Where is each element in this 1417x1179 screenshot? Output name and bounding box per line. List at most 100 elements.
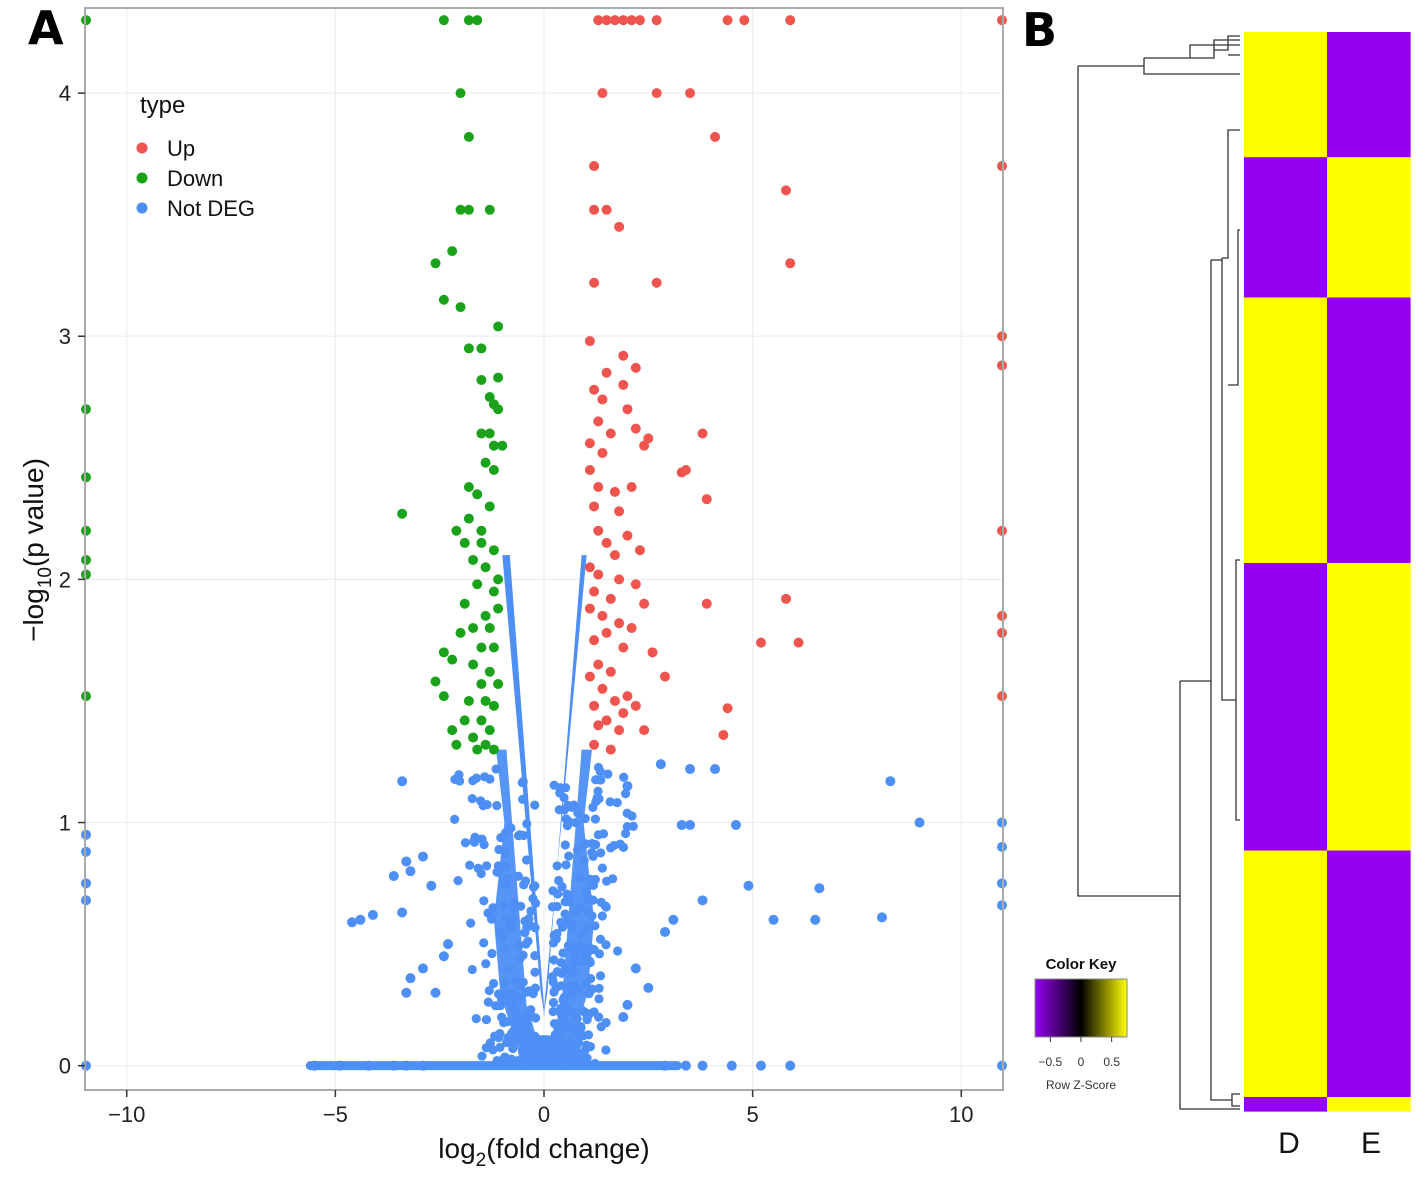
not-deg-point xyxy=(582,1013,592,1023)
up-point xyxy=(680,464,691,475)
not-deg-point xyxy=(570,817,581,828)
not-deg-point xyxy=(557,1050,567,1060)
up-point xyxy=(785,258,796,269)
not-deg-point xyxy=(430,987,441,998)
not-deg-point xyxy=(499,878,509,888)
heatmap-cell xyxy=(1244,297,1328,564)
not-deg-point xyxy=(497,1012,507,1022)
down-point xyxy=(468,554,479,565)
not-deg-point xyxy=(493,989,504,999)
down-point xyxy=(438,15,449,26)
not-deg-point xyxy=(555,1027,566,1037)
up-point xyxy=(584,671,595,682)
not-deg-point xyxy=(518,977,528,987)
color-key-title: Color Key xyxy=(1046,956,1118,973)
not-deg-point xyxy=(697,895,708,906)
legend-title: type xyxy=(140,92,185,119)
not-deg-point xyxy=(591,840,601,850)
not-deg-point xyxy=(501,914,511,924)
not-deg-point xyxy=(814,883,825,894)
not-deg-point xyxy=(685,764,696,775)
up-point xyxy=(630,700,641,711)
up-point xyxy=(622,404,633,415)
not-deg-point xyxy=(500,944,510,954)
up-point xyxy=(605,428,616,439)
not-deg-point xyxy=(885,776,896,787)
legend-not-deg-label: Not DEG xyxy=(167,196,255,221)
up-point xyxy=(609,550,620,561)
not-deg-point xyxy=(525,1055,535,1065)
not-deg-point xyxy=(594,994,604,1004)
not-deg-point xyxy=(655,759,666,770)
not-deg-point xyxy=(548,1037,558,1047)
down-point xyxy=(476,525,487,536)
not-deg-point xyxy=(512,1017,523,1027)
up-point xyxy=(614,574,625,585)
up-point xyxy=(609,486,620,497)
up-point xyxy=(781,185,792,196)
not-deg-point xyxy=(622,781,633,792)
up-point xyxy=(755,637,766,648)
not-deg-point xyxy=(455,776,465,786)
not-deg-point xyxy=(573,808,583,818)
down-point xyxy=(447,654,458,665)
up-point xyxy=(589,586,600,597)
not-deg-point xyxy=(585,1042,596,1052)
x-tick-label: 10 xyxy=(949,1102,973,1127)
down-point xyxy=(463,695,474,706)
not-deg-point xyxy=(547,902,558,912)
down-point xyxy=(488,440,499,451)
x-tick-label: −5 xyxy=(323,1102,348,1127)
down-point xyxy=(493,603,504,614)
not-deg-point xyxy=(401,987,412,998)
not-deg-point xyxy=(522,1034,532,1044)
not-deg-point xyxy=(497,933,508,943)
not-deg-point xyxy=(582,924,592,934)
up-point xyxy=(626,481,637,492)
up-point xyxy=(597,447,608,458)
down-point xyxy=(476,343,487,354)
not-deg-point xyxy=(507,922,517,933)
not-deg-point xyxy=(576,1023,586,1033)
up-point xyxy=(589,277,600,288)
not-deg-point xyxy=(530,923,540,933)
not-deg-point xyxy=(481,861,492,871)
down-point xyxy=(468,623,479,634)
not-deg-point xyxy=(591,796,601,807)
up-point xyxy=(605,744,616,755)
not-deg-point xyxy=(593,762,604,773)
down-point xyxy=(397,508,408,519)
up-point xyxy=(639,598,650,609)
down-point xyxy=(484,623,495,634)
heatmap-cell xyxy=(1327,32,1411,158)
up-point xyxy=(618,379,629,390)
up-point xyxy=(618,15,629,26)
up-point xyxy=(618,642,629,653)
not-deg-point xyxy=(556,1004,566,1014)
not-deg-point xyxy=(876,912,887,923)
not-deg-point xyxy=(479,938,489,948)
not-deg-point xyxy=(511,1010,521,1020)
not-deg-point xyxy=(569,980,579,990)
legend-up-marker xyxy=(136,142,148,154)
not-deg-point xyxy=(355,914,366,925)
up-point xyxy=(647,647,658,658)
not-deg-point xyxy=(528,882,539,892)
not-deg-point xyxy=(726,1060,737,1071)
down-point xyxy=(488,545,499,556)
not-deg-point xyxy=(596,1022,606,1032)
not-deg-point xyxy=(467,794,477,804)
up-point xyxy=(626,623,637,634)
down-point xyxy=(463,513,474,524)
up-point xyxy=(634,15,645,26)
heatmap-cell xyxy=(1244,1097,1328,1112)
up-point xyxy=(589,161,600,172)
not-deg-point xyxy=(581,978,591,988)
up-point xyxy=(605,666,616,677)
not-deg-point xyxy=(593,830,603,840)
not-deg-point xyxy=(460,838,471,848)
up-point xyxy=(781,593,792,604)
not-deg-point xyxy=(518,794,528,804)
not-deg-point xyxy=(603,769,613,779)
not-deg-point xyxy=(575,872,585,882)
